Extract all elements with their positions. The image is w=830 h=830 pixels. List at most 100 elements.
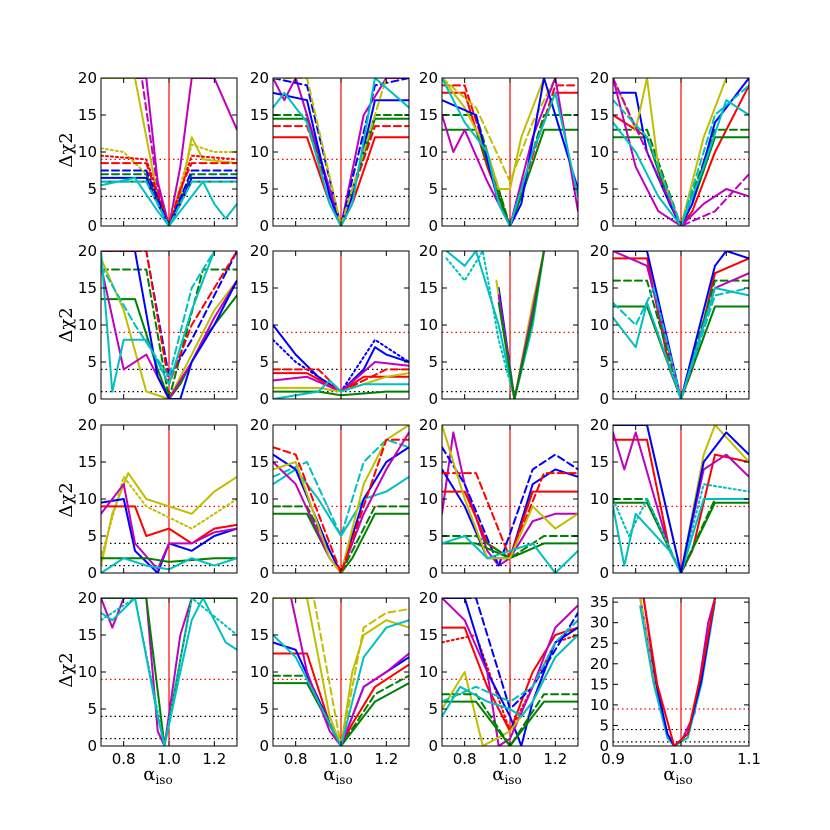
series-line-red-solid — [613, 438, 749, 573]
y-tick-label: 20 — [419, 589, 438, 607]
plot-area — [442, 251, 578, 399]
series-line-yellow-dashed — [442, 78, 557, 183]
y-tick-label: 0 — [428, 217, 438, 235]
series-line-cyan-solid — [613, 99, 749, 226]
y-tick-label: 15 — [419, 453, 438, 471]
panel-r4-c4: 0.9 1.0 1.1 0 5 10 15 20 25 30 35 — [590, 593, 761, 768]
y-tick-label: 25 — [590, 634, 609, 652]
plot-area — [273, 598, 409, 746]
x-axis-label-sub: iso — [504, 773, 521, 787]
plot-area — [101, 425, 237, 573]
series-line-cyan-solid — [101, 598, 237, 746]
series-line-cyan-dashed — [613, 287, 749, 399]
y-tick-label: 5 — [599, 716, 609, 734]
series-line-blue-solid — [101, 251, 237, 399]
panel-r3-c1: 0 5 10 15 20 — [78, 416, 238, 582]
y-tick-label: 0 — [599, 564, 609, 582]
series-line-green-dashed — [442, 693, 578, 746]
series-line-cyan-dotted — [101, 598, 237, 746]
series-line-red-solid — [273, 136, 409, 226]
series-line-green-solid — [497, 251, 545, 399]
y-tick-label: 0 — [87, 390, 97, 408]
x-axis-label-sub: iso — [155, 773, 172, 787]
y-tick-label: 5 — [428, 527, 438, 545]
series-line-cyan-solid — [442, 78, 578, 226]
x-axis-label-col-1: αiso — [143, 764, 172, 787]
y-tick-label: 10 — [419, 316, 438, 334]
y-tick-label: 15 — [78, 453, 97, 471]
series-line-blue-dashed — [101, 169, 237, 226]
series-line-red-solid — [273, 652, 409, 746]
series-line-red-solid — [613, 257, 749, 399]
y-tick-label: 5 — [428, 180, 438, 198]
series-line-magenta-solid — [497, 251, 545, 399]
y-tick-label: 15 — [419, 279, 438, 297]
plot-area — [442, 598, 578, 746]
plot-area — [273, 425, 409, 573]
y-tick-label: 15 — [419, 626, 438, 644]
y-tick-label: 10 — [590, 696, 609, 714]
y-tick-label: 0 — [87, 737, 97, 755]
y-tick-label: 15 — [250, 453, 269, 471]
series-line-yellow-dashed — [273, 78, 388, 226]
y-tick-label: 15 — [250, 106, 269, 124]
y-tick-label: 0 — [259, 390, 269, 408]
series-line-magenta-solid — [273, 431, 409, 573]
y-tick-label: 20 — [419, 69, 438, 87]
y-tick-label: 15 — [590, 279, 609, 297]
y-tick-label: 15 — [590, 453, 609, 471]
x-tick-label: 0.9 — [601, 750, 625, 768]
series-line-magenta-solid — [613, 78, 749, 226]
y-tick-label: 35 — [590, 593, 609, 611]
series-line-green-solid — [273, 117, 409, 226]
x-tick-label: 1.0 — [669, 750, 693, 768]
y-tick-label: 10 — [250, 663, 269, 681]
y-tick-label: 20 — [590, 69, 609, 87]
series-line-blue-solid — [642, 598, 716, 746]
panel-r1-c3: 0 5 10 15 20 — [419, 69, 579, 235]
series-line-cyan-dotted — [445, 251, 545, 399]
panel-r2-c3: 0 5 10 15 20 — [419, 242, 579, 408]
y-tick-label: 20 — [419, 416, 438, 434]
x-tick-label: 1.2 — [543, 750, 567, 768]
series-line-cyan-solid — [613, 287, 749, 399]
x-axis-label-col-4: αiso — [663, 764, 692, 787]
y-tick-label: 5 — [428, 353, 438, 371]
y-axis-label-row-2: Δχ2 — [56, 307, 77, 342]
series-line-red-dashed — [273, 125, 409, 226]
y-axis-label: Δχ2 — [56, 132, 77, 167]
panels-layer: 0 5 10 15 20 0 5 10 15 20 0 5 10 15 20 0 5 10 15 20 0 5 10 15 20… — [78, 69, 761, 768]
x-axis-label-main: α — [492, 764, 504, 785]
y-tick-label: 5 — [87, 527, 97, 545]
y-tick-label: 20 — [78, 69, 97, 87]
series-line-red-dashed — [101, 162, 237, 226]
y-tick-label: 0 — [87, 564, 97, 582]
y-tick-label: 5 — [259, 353, 269, 371]
panel-r2-c1: 0 5 10 15 20 — [78, 242, 238, 408]
series-line-green-solid — [273, 512, 409, 573]
y-tick-label: 5 — [87, 180, 97, 198]
series-line-blue-solid — [442, 598, 578, 746]
y-tick-label: 20 — [78, 242, 97, 260]
series-line-yellow-solid — [101, 257, 237, 399]
panel-r2-c2: 0 5 10 15 20 — [250, 242, 410, 408]
series-line-yellow-dashed — [273, 598, 409, 746]
x-tick-label: 1.2 — [202, 750, 226, 768]
series-line-red-dashed — [273, 438, 409, 573]
y-tick-label: 0 — [599, 390, 609, 408]
y-tick-label: 10 — [250, 316, 269, 334]
x-tick-label: 1.0 — [157, 750, 181, 768]
series-line-magenta-solid — [442, 598, 578, 746]
panel-r4-c2: 0.8 1.0 1.2 0 5 10 15 20 — [250, 589, 410, 768]
y-tick-label: 20 — [250, 589, 269, 607]
series-line-green-solid — [613, 501, 749, 573]
y-tick-label: 5 — [87, 353, 97, 371]
x-axis-label-main: α — [663, 764, 675, 785]
x-axis-label-col-3: αiso — [492, 764, 521, 787]
series-line-green-dashed — [273, 114, 409, 226]
series-line-magenta-solid — [101, 483, 237, 571]
series-line-cyan-solid — [101, 251, 216, 393]
x-tick-label: 0.8 — [112, 750, 136, 768]
y-axis-label: Δχ2 — [56, 307, 77, 342]
